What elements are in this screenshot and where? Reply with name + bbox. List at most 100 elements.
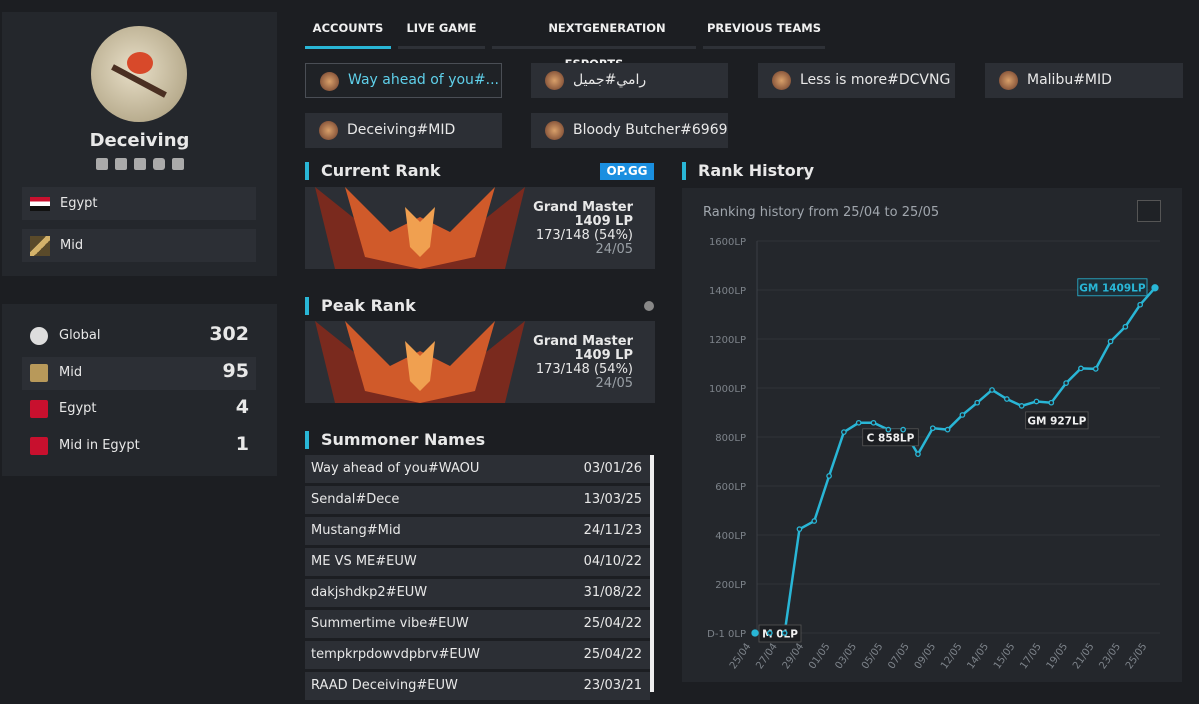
- avatar: [91, 26, 187, 122]
- account-name[interactable]: رامي#جميل: [573, 72, 647, 88]
- rank-value: 95: [222, 359, 249, 382]
- rank-point: [989, 387, 995, 393]
- profile-panel: Deceiving Egypt Mid: [2, 12, 277, 276]
- section-heading: Summoner Names: [305, 431, 485, 449]
- account-name[interactable]: Less is more#DCVNG: [800, 72, 951, 88]
- rank-point: [870, 419, 877, 426]
- rank-point: [1018, 403, 1025, 409]
- rank-card: Grand Master 1409 LP 173/148 (54%) 24/05: [305, 187, 655, 269]
- tab[interactable]: LIVE GAME: [398, 10, 485, 49]
- account-button[interactable]: Malibu#MID: [985, 63, 1183, 98]
- section-heading: Current Rank: [305, 162, 441, 180]
- rank-point: [751, 629, 759, 637]
- tag: Mid: [60, 238, 84, 253]
- summoner-name: Summertime vibe#EUW: [311, 616, 469, 631]
- x-tick-label: 03/05: [834, 641, 860, 671]
- name-date: 03/01/26: [583, 461, 642, 476]
- account-button[interactable]: Bloody Butcher#6969: [531, 113, 728, 148]
- account-button[interactable]: Less is more#DCVNG: [758, 63, 955, 98]
- rank-point: [929, 425, 936, 432]
- rank-date: 24/05: [595, 376, 633, 391]
- account-button[interactable]: Deceiving#MID: [305, 113, 502, 148]
- rank-record: 173/148 (54%): [535, 228, 633, 243]
- rank-point: [841, 429, 847, 435]
- rank-lp: 1409 LP: [574, 348, 633, 363]
- x-tick-label: 25/05: [1124, 641, 1150, 671]
- scrollbar[interactable]: [650, 455, 654, 692]
- x-tick-label: 15/05: [992, 641, 1018, 671]
- value-label: C 858LP: [867, 432, 915, 444]
- value-label: GM 927LP: [1027, 415, 1086, 427]
- highlight-row: [22, 356, 256, 390]
- summoner-name: RAAD Deceiving#EUW: [311, 678, 458, 693]
- value-label: GM 1409LP: [1079, 282, 1146, 294]
- rank-icon: [30, 363, 48, 382]
- rank-point: [1078, 365, 1084, 372]
- tab[interactable]: NEXTGENERATION ESPORTS: [492, 10, 696, 71]
- x-tick-label: 19/05: [1045, 641, 1071, 671]
- account-button[interactable]: رامي#جميل: [531, 63, 728, 98]
- x-tick-label: 12/05: [939, 641, 965, 671]
- rank-line: [755, 286, 1156, 635]
- name-row: Summertime vibe#EUW 25/04/22: [305, 610, 650, 638]
- name-date: 23/03/21: [583, 678, 642, 693]
- account-name[interactable]: Bloody Butcher#6969: [573, 122, 728, 138]
- summoner-name: tempkrpdowvdpbrv#EUW: [311, 647, 480, 662]
- rank-value: 1: [235, 432, 249, 455]
- account-button[interactable]: Way ahead of you#...: [305, 63, 502, 98]
- info-icon[interactable]: [644, 301, 654, 311]
- rank-lp: 1409 LP: [574, 214, 633, 229]
- rank-point: [944, 426, 951, 433]
- rank-record: 173/148 (54%): [535, 362, 633, 377]
- account-name[interactable]: Deceiving#MID: [347, 122, 456, 138]
- name-date: 04/10/22: [583, 554, 642, 569]
- rank-point: [885, 426, 892, 433]
- name-row: Mustang#Mid 24/11/23: [305, 517, 650, 545]
- y-tick-label: 1000LP: [709, 384, 746, 395]
- rank-value: 4: [235, 396, 249, 418]
- value-label-box: [758, 624, 802, 643]
- account-name[interactable]: Way ahead of you#...: [348, 72, 499, 88]
- account-name[interactable]: Malibu#MID: [1027, 72, 1112, 88]
- rank-point: [959, 412, 966, 418]
- rank-point: [1122, 323, 1129, 330]
- summoner-name: Way ahead of you#WAOU: [311, 461, 480, 476]
- rank-tier: Grand Master: [533, 200, 633, 215]
- tab[interactable]: PREVIOUS TEAMS: [703, 10, 825, 49]
- rank-point: [1004, 396, 1010, 402]
- rank-point: [1092, 366, 1099, 372]
- y-tick-label: 800LP: [715, 433, 746, 444]
- y-tick-label: 1600LP: [709, 237, 746, 248]
- tag-row: Egypt: [22, 187, 256, 220]
- rank-point: [1151, 284, 1159, 292]
- opgg-badge[interactable]: OP.GG: [600, 163, 654, 180]
- rank-date: 24/05: [595, 242, 633, 257]
- section-heading: Rank History: [682, 162, 814, 180]
- x-tick-label: 23/05: [1098, 641, 1124, 671]
- rank-point: [796, 526, 803, 532]
- rank-emblem: [315, 321, 525, 403]
- x-tick-label: 05/05: [860, 641, 886, 671]
- y-tick-label: 400LP: [715, 531, 746, 542]
- rank-point: [900, 426, 906, 433]
- tag-row: Mid: [22, 229, 256, 262]
- rank-point: [855, 419, 862, 426]
- rank-card: Grand Master 1409 LP 173/148 (54%) 24/05: [305, 321, 655, 403]
- x-tick-label: 07/05: [886, 641, 912, 671]
- name-date: 13/03/25: [583, 492, 642, 507]
- y-tick-label: 1400LP: [709, 286, 746, 297]
- rank-point: [826, 473, 832, 479]
- x-tick-label: 25/04: [728, 641, 754, 671]
- summoner-name: Mustang#Mid: [311, 523, 401, 538]
- name-row: dakjshdkp2#EUW 31/08/22: [305, 579, 650, 607]
- rank-label: Mid in Egypt: [59, 437, 140, 453]
- section-heading: Peak Rank: [305, 297, 416, 315]
- tag: Egypt: [60, 196, 98, 211]
- y-tick-label: D-1 0LP: [707, 629, 746, 640]
- name-date: 24/11/23: [583, 523, 642, 538]
- name-date: 25/04/22: [583, 616, 642, 631]
- tab[interactable]: ACCOUNTS: [305, 10, 391, 49]
- fullscreen-button[interactable]: [1137, 200, 1161, 222]
- rank-point: [1048, 399, 1055, 406]
